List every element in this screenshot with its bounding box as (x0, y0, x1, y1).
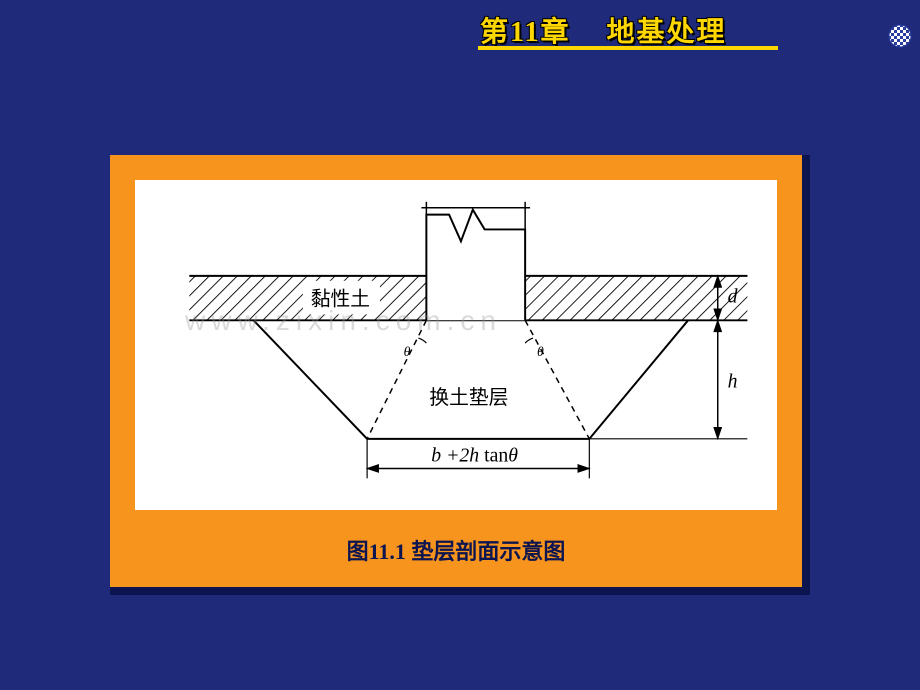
fill-layer-label: 换土垫层 (429, 387, 508, 409)
chapter-number: 第11章 (480, 17, 570, 48)
figure-frame: www.zixin.com.cn 黏性土 (110, 155, 810, 595)
theta-left-label: θ (404, 344, 411, 359)
depth-h-label: h (728, 370, 738, 392)
diagram-panel: www.zixin.com.cn 黏性土 (135, 180, 777, 510)
bottom-dim-label: b +2h tanθ (431, 445, 518, 467)
caption-number: 图11.1 (347, 539, 406, 564)
header-underline (478, 46, 778, 50)
theta-right-label: θ (537, 344, 544, 359)
cross-section-diagram: 黏性土 θ θ 换土垫层 b +2h tanθ (135, 180, 777, 510)
depth-d-label: d (728, 286, 738, 308)
caption-text: 垫层剖面示意图 (411, 539, 565, 564)
figure-caption: 图11.1 垫层剖面示意图 (135, 510, 777, 566)
chapter-header: 第11章 地基处理 (480, 10, 726, 50)
soil-type-label: 黏性土 (311, 288, 370, 310)
chapter-title: 地基处理 (606, 17, 726, 48)
checker-ball-icon (888, 24, 912, 48)
